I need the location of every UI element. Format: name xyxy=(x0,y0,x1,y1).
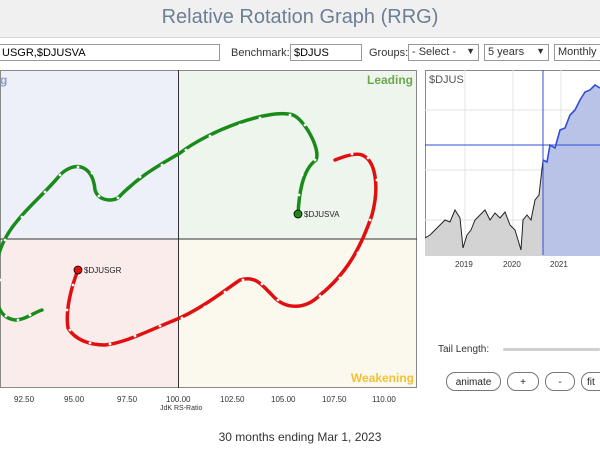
fit-button[interactable]: fit xyxy=(581,372,600,391)
zoom-in-button[interactable]: + xyxy=(507,372,539,391)
groups-label: Groups: xyxy=(369,47,409,59)
rrg-chart[interactable]: g Leading Weakening $DJUSVA $DJUSGR xyxy=(0,70,417,388)
x-tick: 110.00 xyxy=(372,395,396,404)
tail-djusva xyxy=(0,112,319,322)
tail-length-label: Tail Length: xyxy=(438,344,490,355)
quadrant-label-weakening: Weakening xyxy=(351,371,414,385)
year-tick: 2021 xyxy=(550,260,568,269)
title-bar: Relative Rotation Graph (RRG) xyxy=(0,0,600,38)
quadrant-weakening xyxy=(178,239,417,388)
interval-select[interactable]: Monthly xyxy=(554,44,600,61)
tail-djusva-points xyxy=(0,113,317,322)
year-tick: 2019 xyxy=(455,260,473,269)
period-select-value: 5 years xyxy=(488,46,525,58)
djusgr-head-marker[interactable] xyxy=(73,265,83,275)
x-tick: 97.50 xyxy=(117,395,138,404)
animate-button[interactable]: animate xyxy=(446,372,501,391)
x-tick: 92.50 xyxy=(14,395,35,404)
chevron-down-icon: ▼ xyxy=(466,46,475,56)
chevron-down-icon: ▼ xyxy=(536,46,545,56)
benchmark-label: Benchmark: xyxy=(231,47,290,59)
x-tick: 107.50 xyxy=(322,395,347,404)
tail-djusgr xyxy=(65,152,378,347)
x-axis-title: JdK RS-Ratio xyxy=(160,405,203,412)
price-line-history xyxy=(425,159,544,251)
x-tick: 105.00 xyxy=(271,395,296,404)
zoom-out-button[interactable]: - xyxy=(545,372,575,391)
djusva-head-marker[interactable] xyxy=(293,209,303,219)
controls-bar: Benchmark: Groups: - Select - ▼ 5 years … xyxy=(0,42,600,66)
quadrant-lagging xyxy=(0,239,179,388)
chart-border xyxy=(0,70,417,388)
symbols-input[interactable] xyxy=(0,44,220,61)
groups-select-value: - Select - xyxy=(412,46,457,58)
djusgr-label: $DJUSGR xyxy=(84,266,122,275)
price-area-history xyxy=(425,160,543,256)
period-footer: 30 months ending Mar 1, 2023 xyxy=(218,430,382,444)
x-axis: 92.50 95.00 97.50 100.00 102.50 105.00 1… xyxy=(0,390,420,420)
tail-length-slider[interactable] xyxy=(503,348,600,351)
benchmark-input[interactable] xyxy=(290,44,362,61)
x-tick: 100.00 xyxy=(166,395,191,404)
period-select[interactable]: 5 years ▼ xyxy=(484,44,549,61)
year-tick: 2020 xyxy=(503,260,521,269)
x-tick: 95.00 xyxy=(64,395,85,404)
interval-select-value: Monthly xyxy=(558,46,597,58)
price-chart-symbol: $DJUS xyxy=(429,74,464,86)
x-tick: 102.50 xyxy=(220,395,245,404)
price-area-highlight xyxy=(543,85,600,256)
quadrant-label-improving: g xyxy=(0,73,7,87)
djusva-label: $DJUSVA xyxy=(304,210,340,219)
groups-select[interactable]: - Select - ▼ xyxy=(408,44,479,61)
quadrant-improving xyxy=(0,70,179,239)
tail-djusgr-points xyxy=(65,152,379,346)
benchmark-price-chart: $DJUS 2019 2020 2021 xyxy=(425,70,600,269)
quadrant-label-leading: Leading xyxy=(367,73,413,87)
page-title: Relative Rotation Graph (RRG) xyxy=(161,6,439,28)
